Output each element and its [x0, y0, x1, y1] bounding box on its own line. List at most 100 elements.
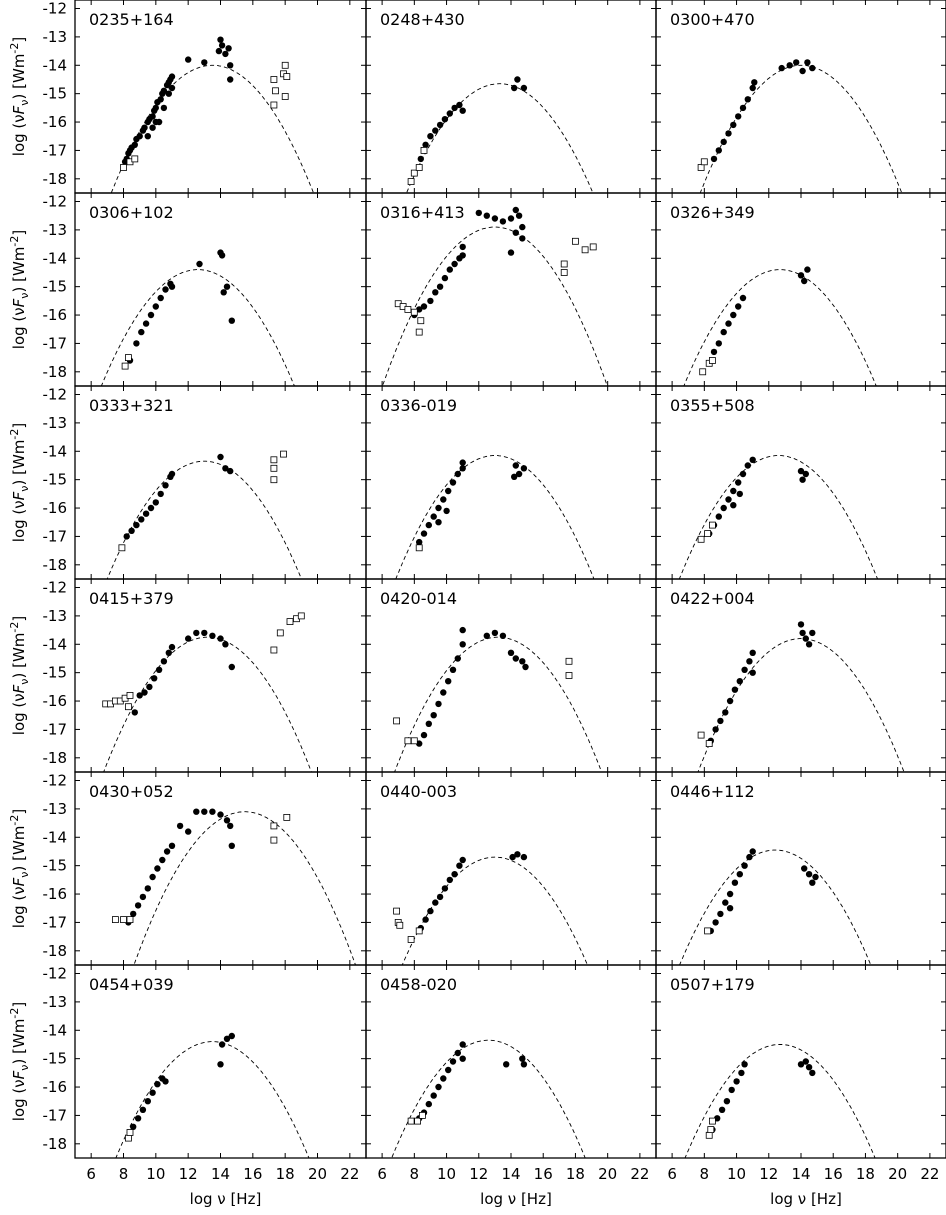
x-tick-label: 8 — [700, 1165, 710, 1183]
filled-circle-point — [522, 663, 529, 671]
open-square-point — [415, 328, 423, 336]
y-tick-label: -14 — [43, 828, 68, 846]
panel-plot-area — [684, 1044, 876, 1158]
panel-source-name: 0355+508 — [670, 396, 755, 415]
filled-circle-point — [228, 842, 235, 849]
filled-circle-point — [139, 893, 147, 901]
filled-circle-point — [749, 456, 756, 463]
open-square-series — [704, 927, 711, 935]
filled-circle-point — [227, 467, 234, 475]
filled-circle-point — [809, 879, 816, 886]
filled-circle-series — [710, 266, 811, 356]
filled-circle-point — [432, 127, 439, 134]
filled-circle-point — [445, 487, 452, 495]
open-square-series — [393, 657, 573, 745]
y-axis-label: log (νFν) [Wm-2] — [8, 1002, 31, 1121]
filled-circle-point — [131, 141, 138, 148]
sed-panel: 0440-003 — [365, 771, 657, 966]
filled-circle-point — [131, 709, 138, 716]
open-square-point — [705, 740, 713, 747]
filled-circle-series — [416, 1041, 528, 1122]
filled-circle-point — [432, 289, 439, 296]
panel-source-name: 0306+102 — [89, 203, 174, 222]
filled-circle-point — [435, 519, 442, 526]
open-square-point — [560, 260, 568, 268]
filled-circle-point — [223, 283, 231, 290]
filled-circle-point — [735, 113, 742, 120]
panel-plot-area — [406, 76, 594, 193]
y-axis-label: log (νFν) [Wm-2] — [8, 37, 31, 156]
filled-circle-point — [225, 45, 232, 52]
filled-circle-point — [459, 1055, 466, 1062]
filled-circle-point — [139, 1106, 147, 1114]
filled-circle-point — [416, 538, 423, 546]
filled-circle-point — [425, 521, 432, 529]
filled-circle-point — [223, 1035, 231, 1043]
y-tick-label: -12 — [43, 772, 68, 790]
filled-circle-point — [228, 1032, 235, 1040]
x-tick-label: 14 — [211, 1165, 230, 1183]
filled-circle-point — [420, 731, 428, 739]
open-square-series — [112, 814, 291, 923]
filled-circle-point — [454, 470, 461, 478]
filled-circle-point — [512, 206, 519, 214]
open-square-point — [699, 368, 707, 376]
panel-source-name: 0507+179 — [670, 975, 755, 994]
filled-circle-point — [218, 42, 226, 49]
y-tick-label: -17 — [43, 527, 68, 545]
filled-circle-point — [812, 873, 819, 881]
open-square-point — [709, 357, 716, 364]
filled-circle-point — [731, 686, 739, 693]
open-square-series — [120, 61, 291, 171]
filled-circle-point — [744, 462, 751, 469]
filled-circle-point — [802, 470, 809, 478]
open-square-point — [118, 544, 126, 552]
filled-circle-series — [417, 851, 528, 932]
filled-circle-point — [511, 473, 518, 480]
open-square-series — [121, 354, 132, 370]
filled-circle-point — [720, 138, 727, 146]
filled-circle-point — [778, 64, 785, 72]
filled-circle-point — [507, 249, 515, 256]
filled-circle-point — [736, 678, 743, 685]
open-square-point — [420, 146, 428, 154]
filled-circle-point — [503, 1061, 510, 1068]
filled-circle-point — [456, 862, 463, 869]
sed-panel: 0507+179 — [655, 964, 946, 1159]
open-square-point — [697, 164, 705, 171]
filled-circle-point — [749, 649, 756, 656]
y-axis-label: log (νFν) [Wm-2] — [8, 230, 31, 349]
filled-circle-point — [799, 476, 806, 483]
open-square-point — [270, 464, 278, 472]
filled-circle-point — [146, 683, 153, 691]
filled-circle-point — [201, 629, 208, 637]
open-square-point — [697, 731, 705, 739]
y-tick-label: -14 — [43, 1021, 68, 1039]
filled-circle-point — [741, 862, 748, 869]
model-curve — [406, 83, 594, 193]
x-tick-label: 12 — [469, 1165, 488, 1183]
filled-circle-point — [163, 848, 171, 855]
x-tick-label: 6 — [86, 1165, 96, 1183]
open-square-series — [407, 1112, 426, 1125]
model-curve — [679, 849, 872, 965]
x-tick-label: 12 — [179, 1165, 198, 1183]
filled-circle-point — [134, 902, 142, 909]
axes-layer: -12 -13 -14 -15 -16 -17 -18 log (νFν) [Wm-2] -12… — [8, 0, 939, 1208]
panel-plot-area — [393, 851, 589, 965]
filled-circle-point — [739, 294, 747, 302]
filled-circle-series — [125, 808, 235, 926]
filled-circle-point — [515, 212, 523, 219]
model-curve — [103, 636, 312, 772]
filled-circle-point — [168, 73, 176, 80]
panel-plot-area — [102, 612, 312, 772]
filled-circle-point — [154, 865, 161, 872]
x-tick-label: 22 — [920, 1165, 939, 1183]
filled-circle-point — [168, 842, 176, 849]
filled-circle-point — [710, 155, 718, 163]
filled-circle-point — [715, 513, 722, 520]
filled-circle-point — [154, 1081, 161, 1088]
filled-circle-point — [722, 899, 729, 906]
filled-circle-series — [707, 621, 816, 744]
